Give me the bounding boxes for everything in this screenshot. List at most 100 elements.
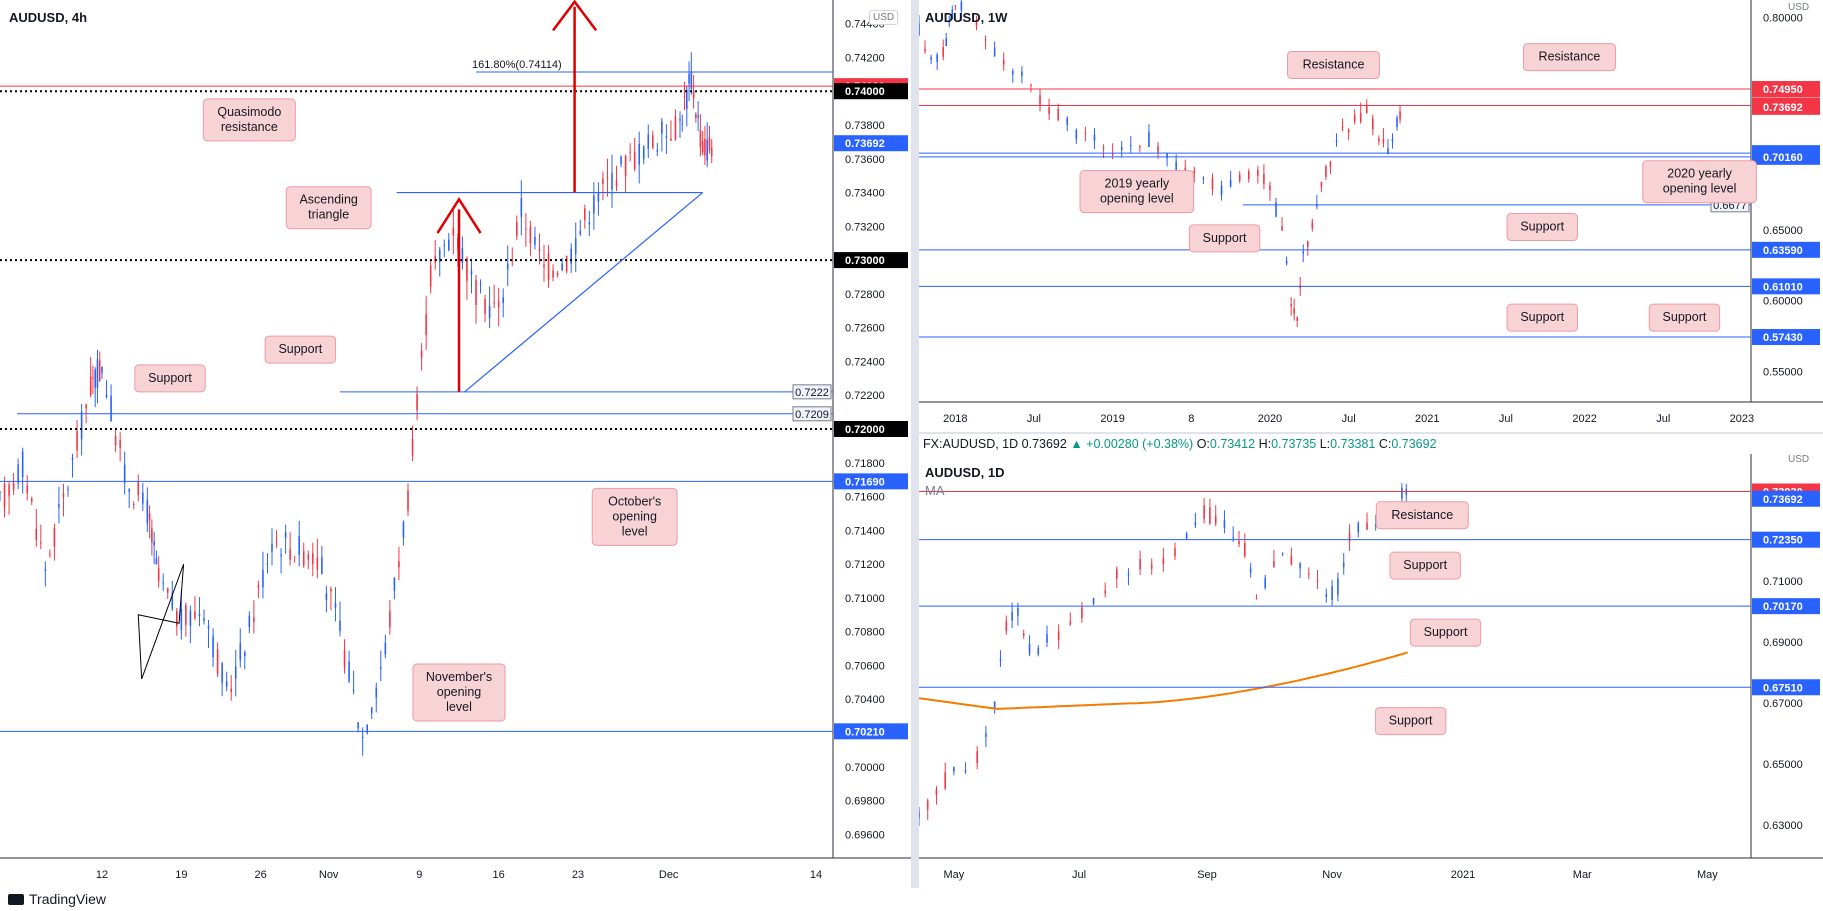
h4-candle-body (302, 550, 305, 566)
w1-chart-canvas[interactable]: 0.80000 0.65000 0.60000 0.55000 2018 Jul 2019 8… (919, 0, 1823, 432)
w1-candle-body (1353, 114, 1356, 122)
w1-price-tick-3: 0.55000 (1763, 366, 1803, 378)
h4-level-badge-bg-5 (792, 384, 832, 400)
h4-chart-canvas[interactable]: 0.744000.742000.738000.736000.734000.732… (0, 0, 911, 888)
w1-level-badge-8: 0.57430 (1763, 332, 1803, 344)
h4-candle-body (706, 139, 708, 161)
d1-time-axis: May Jul Sep Nov 2021 Mar May (944, 869, 1719, 881)
h4-price-tick-18: 0.70000 (845, 762, 885, 774)
d1-moving-average-line (919, 651, 1408, 710)
w1-candle-body (960, 1, 963, 11)
d1-candle-body (1174, 548, 1176, 557)
d1-candle-body (1342, 562, 1345, 568)
h4-candle-body (652, 135, 654, 148)
w1-candle-body (919, 23, 920, 36)
h4-price-tick-17: 0.70400 (845, 694, 885, 706)
h4-candle-body (194, 611, 196, 618)
d1-last-price: 0.73692 (1021, 437, 1067, 451)
w1-candle-body (1293, 308, 1295, 314)
d1-candle-body (1017, 607, 1019, 616)
d1-chart-panel[interactable]: 0.71000 0.69000 0.67000 0.65000 0.63000 May Ju… (919, 454, 1823, 888)
w1-chart-panel[interactable]: 0.80000 0.65000 0.60000 0.55000 2018 Jul 2019 8… (919, 0, 1823, 432)
w1-candle-body (1011, 70, 1014, 75)
d1-candle-body (1011, 611, 1013, 621)
d1-chart-canvas[interactable]: 0.71000 0.69000 0.67000 0.65000 0.63000 May Ju… (919, 454, 1823, 888)
footer: TradingView (0, 888, 1823, 911)
w1-callout-text-2-0: 2019 yearly (1105, 177, 1170, 191)
d1-candle-body (1366, 522, 1368, 530)
w1-candle-body (1238, 174, 1241, 181)
d1-callout-3: Support (1374, 707, 1447, 736)
h4-callout-text-0-0: Quasimodo (217, 105, 281, 119)
d1-time-tick-3: Nov (1322, 869, 1342, 881)
w1-level-badge-4: 0.70160 (1763, 152, 1803, 164)
d1-callout-2: Support (1409, 618, 1482, 647)
h4-candle-body (398, 561, 400, 568)
h4-candle-body (588, 222, 591, 225)
w1-callout-text-6-0: Support (1520, 310, 1564, 324)
h4-candle-body (316, 557, 319, 570)
h4-candle-body (602, 178, 604, 184)
w1-candle-body (1290, 304, 1292, 307)
w1-candle-body (1311, 222, 1314, 229)
h4-candle-body (411, 438, 414, 456)
h4-level-badge-9: 0.70210 (845, 726, 885, 738)
w1-callout-box-0 (1286, 50, 1380, 79)
w1-time-tick-8: 2022 (1572, 413, 1596, 425)
h4-candle-body (670, 138, 672, 141)
h4-candle-body (239, 643, 242, 661)
d1-callout-text-0-0: Resistance (1391, 508, 1453, 522)
w1-callout-6: Support (1506, 303, 1578, 332)
w1-callout-text-7-0: Support (1663, 310, 1707, 324)
w1-level-badge-bg-4 (1752, 148, 1820, 165)
d1-candle-body (926, 800, 929, 810)
w1-candle-body (1285, 260, 1288, 264)
d1-chart-title: AUDUSD, 1D (925, 465, 1005, 480)
h4-candle-body (71, 458, 74, 460)
w1-candle-body (1320, 182, 1323, 187)
h4-price-tick-8: 0.72400 (845, 356, 885, 368)
h4-candle-body (137, 481, 140, 496)
h4-candle-body (221, 663, 223, 683)
d1-candle-body (976, 751, 978, 764)
d1-ma-indicator-label[interactable]: MA (925, 483, 945, 498)
h4-candle-body (497, 300, 500, 308)
h4-level-badge-8: 0.71690 (845, 476, 885, 488)
tradingview-logo[interactable]: TradingView (8, 891, 106, 907)
w1-level-badge-6: 0.63590 (1763, 245, 1803, 257)
h4-level-badge-bg-2 (834, 83, 908, 100)
h4-candle-body (334, 602, 337, 608)
w1-price-tick-2: 0.60000 (1763, 296, 1803, 308)
h4-candle-body (293, 556, 296, 558)
d1-candle-body (1127, 574, 1130, 576)
d1-candle-body (953, 767, 955, 772)
h4-candle-body (289, 548, 291, 560)
h4-candle-body (506, 263, 509, 270)
h4-candle-body (105, 394, 108, 397)
panel-separator-horizontal[interactable] (919, 432, 1823, 434)
d1-time-tick-0: May (944, 869, 965, 881)
d1-candle-body (985, 733, 987, 737)
h4-candle-body (325, 593, 328, 601)
h4-candle-body (253, 617, 255, 623)
w1-candle-body (954, 5, 957, 7)
w1-candle-body (1396, 117, 1398, 128)
h4-chart-panel[interactable]: 0.74400 0.74200 0.73800 0.73600 0.73400 0.732… (0, 0, 911, 888)
h4-candle-body (343, 650, 346, 668)
h4-level-badge-6: 0.7209 (795, 409, 829, 421)
d1-candle-body (993, 701, 996, 708)
h4-candle-body (647, 134, 650, 149)
panel-separator-vertical[interactable] (911, 0, 919, 888)
w1-candle-body (1039, 95, 1041, 107)
h4-candle-body (166, 587, 169, 593)
h4-candle-body (611, 173, 613, 190)
d1-candle-body (1022, 633, 1025, 636)
h4-candle-body (142, 492, 144, 504)
h4-level-note-0: 161.80%(0.74114) (472, 59, 562, 71)
w1-callout-4: Support (1188, 224, 1261, 253)
w1-candle-body (1329, 161, 1332, 167)
h4-candle-body (266, 563, 269, 565)
w1-callout-text-1-0: Resistance (1539, 50, 1601, 64)
